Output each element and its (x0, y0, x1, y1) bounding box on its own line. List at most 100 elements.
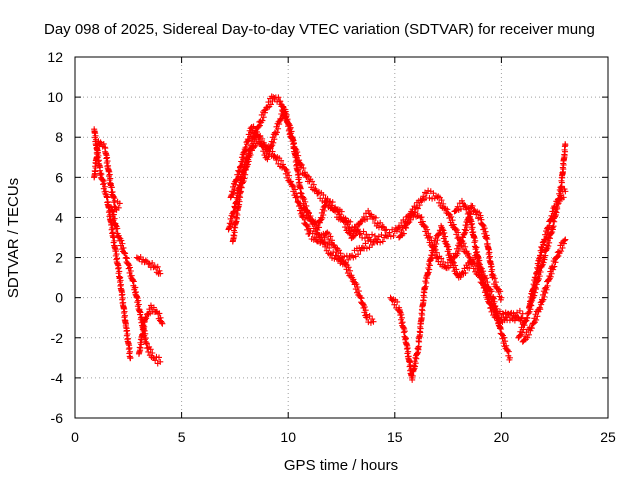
data-point (271, 136, 278, 143)
data-point (116, 200, 123, 207)
data-point (426, 194, 433, 201)
data-point (137, 309, 144, 316)
data-point (555, 252, 562, 259)
data-point (341, 217, 348, 224)
data-point (360, 213, 367, 220)
data-point (545, 226, 552, 233)
data-point (562, 142, 569, 149)
data-point (401, 328, 408, 335)
data-point (118, 237, 125, 244)
data-point (114, 225, 121, 232)
data-point (552, 259, 559, 266)
data-point (463, 224, 470, 231)
data-point (436, 230, 443, 237)
data-point (548, 270, 555, 277)
data-point (506, 354, 513, 361)
data-point (342, 219, 349, 226)
data-point (391, 301, 398, 308)
data-point (433, 249, 440, 256)
data-point (423, 279, 430, 286)
data-point (283, 111, 290, 118)
data-point (365, 319, 372, 326)
data-point (494, 315, 501, 322)
data-point (440, 258, 447, 265)
data-point (525, 331, 532, 338)
data-point (241, 175, 248, 182)
data-point (127, 267, 134, 274)
data-point (473, 244, 480, 251)
data-point (523, 317, 530, 324)
data-point (469, 220, 476, 227)
data-point (285, 120, 292, 127)
data-point (458, 238, 465, 245)
data-point (287, 124, 294, 131)
data-point (307, 217, 314, 224)
data-point (387, 233, 394, 240)
data-point (505, 348, 512, 355)
data-point (490, 295, 497, 302)
data-point (278, 115, 285, 122)
series-arc-4 (133, 254, 164, 277)
data-point (121, 312, 128, 319)
data-point (347, 267, 354, 274)
data-point (491, 275, 498, 282)
data-point (531, 282, 538, 289)
data-point (530, 320, 537, 327)
data-point (369, 231, 376, 238)
data-point (476, 209, 483, 216)
data-point (482, 228, 489, 235)
data-point (457, 274, 464, 281)
x-tick-label: 0 (71, 429, 79, 445)
data-point (433, 240, 440, 247)
data-point (442, 233, 449, 240)
data-point (369, 241, 376, 248)
data-point (560, 194, 567, 201)
data-point (146, 260, 153, 267)
data-point (372, 214, 379, 221)
x-tick-label: 15 (387, 429, 403, 445)
data-point (126, 348, 133, 355)
y-tick-label: 12 (47, 49, 63, 65)
data-point (543, 233, 550, 240)
data-point (341, 253, 348, 260)
data-point (450, 221, 457, 228)
data-point (291, 186, 298, 193)
data-point (455, 229, 462, 236)
data-point (400, 230, 407, 237)
data-point (398, 220, 405, 227)
data-point (142, 257, 149, 264)
data-point (501, 334, 508, 341)
data-point (516, 316, 523, 323)
data-point (555, 200, 562, 207)
data-point (408, 210, 415, 217)
data-point (336, 211, 343, 218)
data-point (127, 354, 134, 361)
data-point (533, 269, 540, 276)
data-point (497, 288, 504, 295)
data-point (407, 216, 414, 223)
data-point (511, 317, 518, 324)
data-point (428, 237, 435, 244)
data-point (320, 212, 327, 218)
data-point (302, 198, 309, 205)
data-point (338, 258, 345, 265)
data-point (359, 244, 366, 251)
data-point (330, 249, 337, 256)
series-arc-5 (135, 302, 166, 357)
data-point (152, 357, 159, 364)
data-point (403, 224, 410, 231)
data-point (101, 183, 108, 190)
data-point (147, 346, 154, 353)
data-point (438, 255, 445, 262)
data-point (537, 252, 544, 259)
data-point (377, 219, 384, 226)
data-point (111, 197, 118, 204)
data-point (130, 278, 137, 285)
data-point (418, 214, 425, 221)
data-point (541, 293, 548, 300)
data-point (519, 329, 526, 336)
data-point (278, 157, 285, 164)
data-point (157, 314, 164, 321)
data-point (562, 188, 569, 195)
data-point (527, 327, 534, 334)
